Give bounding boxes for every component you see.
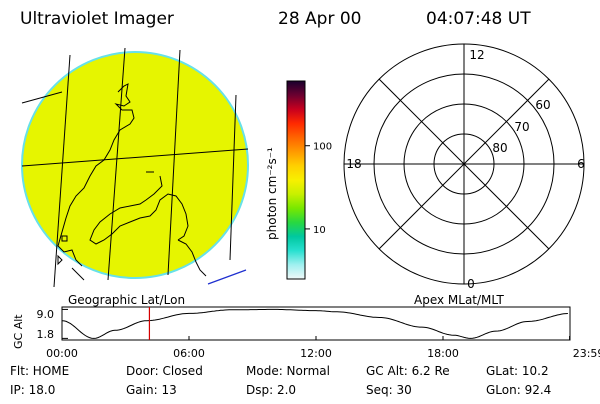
geographic-image-panel <box>21 47 249 288</box>
polar-mlat-mlt-grid <box>343 43 585 285</box>
status-field: Gain: 13 <box>126 383 177 397</box>
y-tick-label-1-8: 1.8 <box>37 328 55 341</box>
coastline <box>89 175 189 245</box>
mlt-label-12: 12 <box>469 48 484 62</box>
color-bar: 100 10 photon cm⁻²s⁻¹ <box>265 80 332 280</box>
island <box>61 235 68 242</box>
mlt-label-0: 0 <box>467 277 475 291</box>
earth-disk <box>21 51 249 279</box>
x-tick-label: 00:00 <box>46 347 78 360</box>
y-tick-label-9: 9.0 <box>37 308 55 321</box>
polar-diagonal <box>378 78 550 250</box>
colorbar-unit-label: photon cm⁻²s⁻¹ <box>265 147 279 240</box>
coastlines <box>57 83 207 281</box>
status-field: Seq: 30 <box>366 383 412 397</box>
altitude-plot: GC Alt 9.0 1.8 00:00 06:00 12:00 18:00 23:59 <box>12 306 600 360</box>
map-caption: Geographic Lat/Lon <box>68 293 185 307</box>
status-row-1: Flt: HOME Door: Closed Mode: Normal GC Alt:… <box>10 364 549 378</box>
altitude-plot-frame <box>61 306 571 341</box>
colorbar-tick-label: 100 <box>313 142 332 153</box>
status-field: GLon: 92.4 <box>486 383 551 397</box>
island <box>57 254 63 266</box>
lat-lon-grid <box>21 47 249 288</box>
coastline <box>177 239 207 277</box>
status-field: GC Alt: 6.2 Re <box>366 364 450 378</box>
terminator-line <box>207 269 247 285</box>
coastline <box>71 267 85 281</box>
grid-line <box>21 91 63 104</box>
polar-labels: 12 0 18 6 60 70 80 <box>346 48 584 291</box>
mlt-label-18: 18 <box>346 157 361 171</box>
grid-line <box>107 47 126 281</box>
date-label: 28 Apr 00 <box>278 9 361 29</box>
status-field: Dsp: 2.0 <box>246 383 296 397</box>
altitude-series-line <box>61 308 568 339</box>
status-field: Mode: Normal <box>246 364 330 378</box>
grid-line <box>21 148 249 167</box>
x-tick-label: 06:00 <box>173 347 205 360</box>
mlat-label-70: 70 <box>514 120 529 134</box>
mlat-label-80: 80 <box>492 141 507 155</box>
mlt-label-6: 6 <box>577 157 585 171</box>
instrument-title: Ultraviolet Imager <box>20 9 174 29</box>
x-tick-label: 12:00 <box>300 347 332 360</box>
altitude-ylabel: GC Alt <box>12 314 25 349</box>
time-label: 04:07:48 UT <box>426 9 531 29</box>
grid-line <box>229 94 237 261</box>
status-field: Door: Closed <box>126 364 203 378</box>
polar-caption: Apex MLat/MLT <box>414 293 504 307</box>
status-field: Flt: HOME <box>10 364 69 378</box>
x-tick-label: 18:00 <box>427 347 459 360</box>
grid-line <box>167 49 181 276</box>
coastline <box>57 83 135 267</box>
colorbar-tick-label: 10 <box>313 225 326 236</box>
mlat-label-60: 60 <box>535 98 550 112</box>
color-scale <box>286 80 306 280</box>
x-tick-label: 23:59 <box>573 347 600 360</box>
status-field: IP: 18.0 <box>10 383 55 397</box>
status-row-2: IP: 18.0 Gain: 13 Dsp: 2.0 Seq: 30 GLon: 92.… <box>10 383 551 397</box>
grid-line <box>53 54 71 288</box>
status-field: GLat: 10.2 <box>486 364 549 378</box>
